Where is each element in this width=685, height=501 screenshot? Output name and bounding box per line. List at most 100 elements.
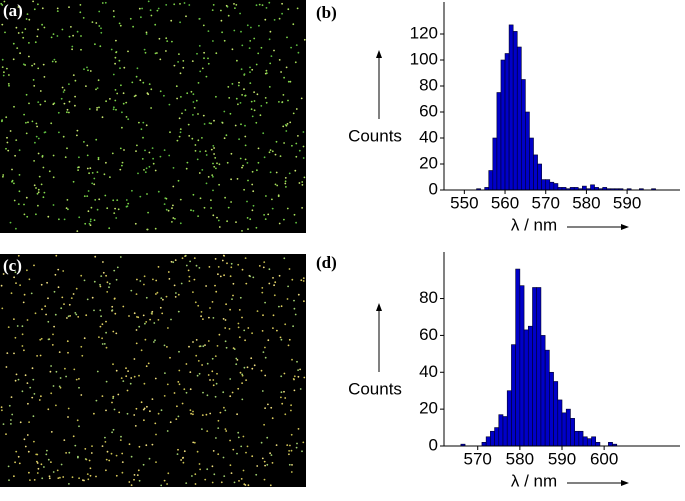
spot bbox=[252, 204, 255, 207]
spot bbox=[55, 370, 58, 373]
spot bbox=[231, 298, 233, 300]
spot bbox=[241, 382, 244, 384]
spot bbox=[271, 417, 274, 420]
spot bbox=[145, 365, 148, 368]
spot bbox=[146, 405, 148, 408]
spot bbox=[90, 452, 93, 454]
spot bbox=[188, 4, 191, 6]
bar bbox=[582, 185, 587, 191]
spot bbox=[217, 273, 219, 276]
spot bbox=[192, 341, 194, 343]
spot bbox=[252, 190, 255, 193]
spot bbox=[284, 180, 287, 183]
spot bbox=[148, 83, 151, 85]
spot bbox=[125, 205, 128, 208]
spot bbox=[283, 142, 285, 144]
bar bbox=[511, 344, 516, 447]
spot bbox=[270, 406, 273, 409]
spot bbox=[209, 379, 211, 381]
spot bbox=[216, 372, 218, 375]
spot bbox=[65, 207, 68, 210]
spot bbox=[196, 450, 199, 453]
spot bbox=[230, 178, 233, 181]
x-tick-label: 580 bbox=[572, 193, 600, 212]
spot bbox=[32, 79, 35, 81]
spot bbox=[14, 154, 16, 157]
spot bbox=[35, 135, 38, 138]
spot bbox=[54, 60, 57, 63]
spot bbox=[145, 444, 148, 447]
spot bbox=[264, 346, 266, 349]
spot bbox=[42, 196, 45, 199]
spot bbox=[53, 325, 55, 328]
spot bbox=[217, 266, 220, 268]
spot bbox=[173, 64, 176, 67]
spot bbox=[78, 216, 81, 219]
spot bbox=[267, 213, 270, 216]
spot bbox=[93, 183, 96, 186]
spot bbox=[165, 4, 168, 6]
spot bbox=[296, 7, 299, 10]
spot bbox=[62, 91, 65, 93]
spot bbox=[295, 44, 298, 46]
spot bbox=[278, 17, 281, 20]
spot bbox=[207, 176, 210, 178]
spot bbox=[229, 439, 232, 442]
spot bbox=[239, 157, 242, 160]
spot bbox=[302, 145, 305, 148]
spot bbox=[291, 144, 293, 147]
spot bbox=[25, 18, 28, 20]
bar bbox=[527, 325, 533, 447]
spot bbox=[120, 435, 122, 438]
spot bbox=[13, 199, 16, 202]
spot bbox=[211, 370, 214, 373]
spot bbox=[50, 365, 52, 367]
spot bbox=[85, 458, 88, 461]
spot bbox=[269, 30, 272, 33]
spot bbox=[134, 425, 137, 427]
spot bbox=[179, 198, 182, 201]
spot bbox=[182, 457, 184, 459]
spot bbox=[286, 123, 289, 125]
spot bbox=[36, 472, 39, 474]
spot bbox=[292, 325, 294, 328]
spot bbox=[29, 479, 31, 481]
spot bbox=[198, 17, 201, 20]
spot bbox=[18, 174, 21, 176]
spot bbox=[154, 169, 157, 172]
spot bbox=[256, 93, 259, 96]
spot bbox=[242, 469, 245, 472]
spot bbox=[273, 19, 276, 21]
spot bbox=[36, 355, 38, 357]
spot bbox=[190, 412, 193, 415]
spot bbox=[230, 266, 233, 269]
spot bbox=[250, 357, 253, 360]
spot bbox=[222, 318, 225, 320]
spot bbox=[214, 355, 217, 357]
spot bbox=[135, 329, 138, 331]
spot bbox=[114, 89, 117, 91]
spot bbox=[166, 346, 168, 348]
spot bbox=[31, 64, 33, 67]
spot bbox=[25, 132, 28, 135]
spot bbox=[143, 283, 145, 286]
spot bbox=[108, 282, 111, 285]
spot bbox=[68, 111, 70, 114]
spot bbox=[27, 402, 29, 405]
spot bbox=[21, 345, 24, 347]
spot bbox=[251, 183, 254, 186]
y-tick-label: 20 bbox=[419, 399, 438, 418]
spot bbox=[134, 222, 137, 225]
spot bbox=[36, 460, 38, 463]
spot bbox=[52, 176, 55, 179]
spot bbox=[243, 188, 246, 191]
spot bbox=[176, 405, 178, 408]
spot bbox=[101, 323, 104, 326]
spot bbox=[57, 286, 60, 289]
spot bbox=[290, 404, 292, 407]
x-axis-label: λ / nm bbox=[511, 471, 557, 490]
spot bbox=[147, 362, 150, 365]
spot bbox=[74, 95, 76, 98]
spot bbox=[212, 4, 215, 6]
spot bbox=[266, 463, 269, 466]
